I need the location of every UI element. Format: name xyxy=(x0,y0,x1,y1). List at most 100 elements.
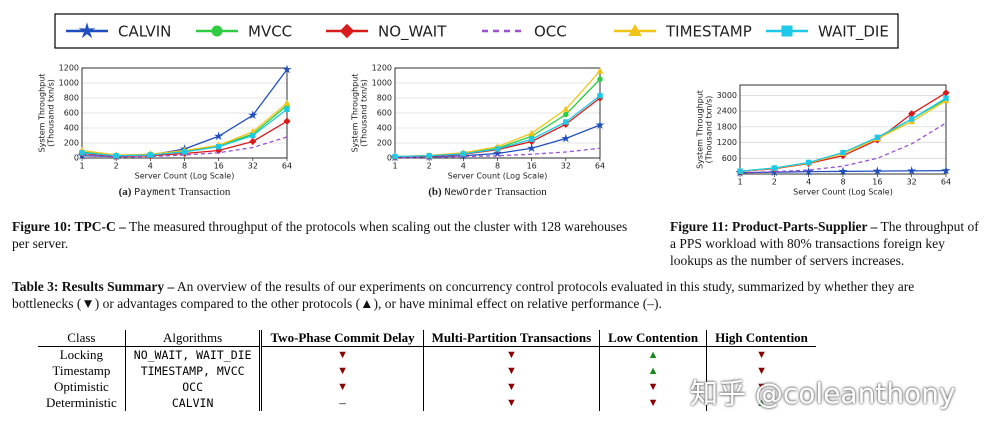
x-tick-label: 32 xyxy=(907,178,917,187)
table-cell: ▼ xyxy=(260,346,424,363)
table-cell: ▼ xyxy=(756,365,767,377)
table-cell: OCC xyxy=(125,379,263,395)
figure-11-caption: Figure 11: Product-Parts-Supplier – The … xyxy=(670,218,982,269)
table-cell: ▼ xyxy=(756,381,767,393)
plot-frame xyxy=(394,67,601,159)
plot-frame xyxy=(739,84,947,175)
series-line xyxy=(739,92,947,173)
marker xyxy=(79,150,85,156)
legend-label: MVCC xyxy=(248,23,292,41)
x-tick-label: 8 xyxy=(495,162,500,171)
marker xyxy=(942,89,950,97)
marker xyxy=(284,106,290,112)
table-cell: ▼ xyxy=(423,395,601,411)
marker xyxy=(283,99,291,106)
caption-label: Figure 11: Product-Parts-Supplier – xyxy=(670,219,878,234)
series-line xyxy=(739,122,947,174)
marker xyxy=(283,117,291,125)
table-caption: Table 3: Results Summary – An overview o… xyxy=(12,278,977,312)
y-tick-label: 3000 xyxy=(717,91,737,100)
x-axis-label: Server Count (Log Scale) xyxy=(793,188,893,197)
results-table: Class Algorithms Two-Phase Commit Delay Mul… xyxy=(38,330,816,411)
x-tick-label: 2 xyxy=(772,178,777,187)
x-axis-label: Server Count (Log Scale) xyxy=(135,172,235,181)
y-tick-label: 600 xyxy=(64,109,79,118)
header-cell: High Contention xyxy=(706,330,816,347)
marker xyxy=(249,137,257,146)
marker xyxy=(563,111,569,118)
subcaption-text: Transaction xyxy=(495,186,547,198)
marker xyxy=(908,116,915,122)
legend-label: NO_WAIT xyxy=(378,23,447,42)
plot-frame xyxy=(81,67,288,159)
table-cell: Deterministic xyxy=(38,395,126,411)
y-axis-label: System Throughput (Thousand txn/s) xyxy=(696,90,714,169)
marker xyxy=(282,64,292,74)
table-row: Locking NO_WAIT, WAIT_DIE ▼ ▼ ▲ ▼ xyxy=(38,346,816,363)
series-line xyxy=(394,147,601,159)
series-line xyxy=(739,97,947,172)
legend-marker xyxy=(78,22,96,39)
marker xyxy=(941,165,951,175)
y-tick-label: 600 xyxy=(377,109,392,118)
x-tick-label: 4 xyxy=(148,162,153,171)
caption-text: An overview of the results of our experi… xyxy=(12,279,915,311)
y-axis-label: System Throughput (Thousand txn/s) xyxy=(38,74,56,153)
table-row: Deterministic CALVIN – ▼ ▼ ▲ xyxy=(38,395,816,411)
y-tick-label: 200 xyxy=(64,139,79,148)
x-tick-label: 16 xyxy=(872,178,882,187)
marker xyxy=(737,168,743,174)
x-tick-label: 1 xyxy=(79,162,84,171)
x-tick-label: 4 xyxy=(461,162,466,171)
y-axis-label: System Throughput (Thousand txn/s) xyxy=(351,74,369,153)
watermark: 知乎 @coleanthony xyxy=(690,377,956,410)
subcaption-label: (b) xyxy=(428,186,442,198)
table-cell: ▲ xyxy=(599,346,708,363)
subcaption-mono: Payment xyxy=(134,187,176,198)
marker xyxy=(528,129,536,136)
table-cell: ▲ xyxy=(599,363,708,379)
marker xyxy=(527,143,537,153)
x-tick-label: 1 xyxy=(737,178,742,187)
marker xyxy=(147,152,154,158)
marker xyxy=(528,136,535,142)
x-tick-label: 64 xyxy=(941,178,951,187)
y-tick-label: 0 xyxy=(387,154,392,163)
table-cell: ▼ xyxy=(599,395,708,411)
subcaption-mono: NewOrder xyxy=(444,187,492,198)
y-tick-label: 1200 xyxy=(717,138,737,147)
series-line xyxy=(81,136,288,158)
table-cell: ▼ xyxy=(756,349,767,361)
marker xyxy=(838,166,848,176)
y-axis-label-line: (Thousand txn/s) xyxy=(47,79,56,147)
marker xyxy=(250,132,256,139)
legend-marker xyxy=(628,23,642,36)
marker xyxy=(392,153,398,160)
y-tick-label: 1800 xyxy=(717,122,737,131)
x-tick-label: 2 xyxy=(114,162,119,171)
caption-label: Table 3: Results Summary – xyxy=(12,279,175,294)
caption-text: The measured throughput of the protocols… xyxy=(12,219,628,251)
table-cell: ▼ xyxy=(423,346,601,363)
y-tick-label: 2400 xyxy=(717,107,737,116)
subcaption: (b) NewOrder Transaction xyxy=(428,186,547,198)
caption-label: Figure 10: TPC-C – xyxy=(12,219,126,234)
y-axis-label-line: System Throughput xyxy=(38,74,47,153)
marker xyxy=(561,133,571,143)
table-cell: ▼ xyxy=(599,379,708,395)
header-cell: Two-Phase Commit Delay xyxy=(260,330,424,347)
header-cell: Low Contention xyxy=(599,330,708,347)
header-cell: Algorithms xyxy=(125,330,263,347)
figures: CALVIN MVCC NO_WAIT OCC TIMESTAMP WAIT_DIE020… xyxy=(38,13,951,198)
marker xyxy=(214,131,224,141)
subcaption-text: Transaction xyxy=(179,186,231,198)
x-tick-label: 32 xyxy=(248,162,258,171)
y-tick-label: 800 xyxy=(377,94,392,103)
marker xyxy=(248,110,258,120)
y-tick-label: 600 xyxy=(722,154,737,163)
x-tick-label: 16 xyxy=(214,162,224,171)
y-tick-label: 400 xyxy=(64,124,79,133)
legend-box xyxy=(54,13,899,49)
marker xyxy=(771,165,778,171)
